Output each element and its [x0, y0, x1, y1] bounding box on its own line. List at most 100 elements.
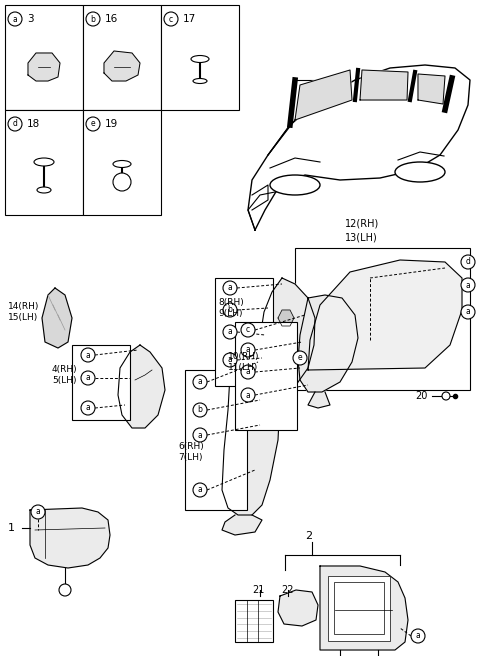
Polygon shape — [42, 288, 72, 348]
Circle shape — [193, 375, 207, 389]
Text: a: a — [228, 283, 232, 293]
Text: b: b — [228, 306, 232, 314]
Ellipse shape — [193, 79, 207, 83]
Text: 4(RH)
5(LH): 4(RH) 5(LH) — [52, 365, 78, 385]
Text: a: a — [466, 281, 470, 289]
Circle shape — [461, 278, 475, 292]
Text: 22: 22 — [282, 585, 294, 595]
Text: 2: 2 — [305, 531, 312, 541]
Text: a: a — [228, 356, 232, 365]
Bar — [328, 576, 390, 641]
Circle shape — [293, 351, 307, 365]
Circle shape — [223, 281, 237, 295]
Text: a: a — [246, 390, 251, 400]
Text: b: b — [91, 14, 96, 24]
Text: a: a — [198, 485, 203, 495]
Circle shape — [81, 371, 95, 385]
Polygon shape — [360, 70, 408, 100]
Text: a: a — [246, 367, 251, 377]
Text: a: a — [85, 373, 90, 382]
Ellipse shape — [113, 161, 131, 167]
Polygon shape — [222, 515, 262, 535]
Polygon shape — [260, 278, 315, 388]
Text: 8(RH)
9(LH): 8(RH) 9(LH) — [218, 298, 244, 318]
Circle shape — [59, 584, 71, 596]
Text: a: a — [466, 308, 470, 316]
Circle shape — [241, 343, 255, 357]
Circle shape — [8, 117, 22, 131]
Ellipse shape — [270, 175, 320, 195]
Text: a: a — [85, 350, 90, 359]
Polygon shape — [30, 508, 110, 568]
Text: 20: 20 — [415, 391, 427, 401]
Text: a: a — [416, 632, 420, 640]
Text: d: d — [466, 258, 470, 266]
Circle shape — [81, 401, 95, 415]
Polygon shape — [118, 345, 165, 428]
Bar — [83, 110, 161, 215]
Bar — [72, 345, 130, 420]
Polygon shape — [222, 348, 280, 515]
Text: d: d — [12, 119, 17, 129]
Circle shape — [193, 403, 207, 417]
Circle shape — [113, 173, 131, 191]
Text: a: a — [198, 377, 203, 386]
Bar — [83, 5, 161, 110]
Polygon shape — [278, 310, 294, 326]
Bar — [185, 370, 247, 510]
Polygon shape — [295, 70, 352, 120]
Text: 10(RH)
11(LH): 10(RH) 11(LH) — [228, 352, 260, 373]
Text: e: e — [91, 119, 96, 129]
Bar — [5, 5, 83, 110]
Polygon shape — [278, 590, 318, 626]
Circle shape — [31, 505, 45, 519]
Text: 19: 19 — [105, 119, 118, 129]
Text: 6(RH)
7(LH): 6(RH) 7(LH) — [178, 441, 204, 462]
Bar — [235, 322, 297, 430]
Text: 21: 21 — [252, 585, 264, 595]
Circle shape — [241, 365, 255, 379]
Polygon shape — [418, 74, 445, 104]
Circle shape — [86, 117, 100, 131]
Circle shape — [86, 12, 100, 26]
Ellipse shape — [191, 56, 209, 62]
Circle shape — [223, 353, 237, 367]
Bar — [161, 5, 239, 110]
Text: 3: 3 — [27, 14, 34, 24]
Ellipse shape — [395, 162, 445, 182]
Circle shape — [241, 323, 255, 337]
Polygon shape — [248, 65, 470, 230]
Ellipse shape — [34, 158, 54, 166]
Circle shape — [164, 12, 178, 26]
Polygon shape — [28, 53, 60, 81]
Circle shape — [193, 483, 207, 497]
Polygon shape — [308, 392, 330, 408]
Circle shape — [81, 348, 95, 362]
Bar — [5, 110, 83, 215]
Polygon shape — [298, 295, 358, 392]
Bar — [235, 600, 273, 642]
Circle shape — [241, 388, 255, 402]
Circle shape — [442, 392, 450, 400]
Circle shape — [223, 303, 237, 317]
Text: 12(RH)
13(LH): 12(RH) 13(LH) — [345, 218, 379, 242]
Text: a: a — [246, 346, 251, 354]
Circle shape — [461, 305, 475, 319]
Polygon shape — [320, 566, 408, 650]
Circle shape — [8, 12, 22, 26]
Text: 1: 1 — [8, 523, 15, 533]
Text: 17: 17 — [183, 14, 196, 24]
Circle shape — [461, 255, 475, 269]
Text: b: b — [198, 405, 203, 415]
Text: a: a — [12, 14, 17, 24]
Text: 18: 18 — [27, 119, 40, 129]
Text: c: c — [246, 325, 250, 335]
Bar — [334, 582, 384, 634]
Text: c: c — [169, 14, 173, 24]
Polygon shape — [104, 51, 140, 81]
Text: a: a — [198, 430, 203, 440]
Ellipse shape — [37, 187, 51, 193]
Text: a: a — [36, 508, 40, 516]
Bar — [295, 248, 470, 390]
Text: a: a — [85, 403, 90, 413]
